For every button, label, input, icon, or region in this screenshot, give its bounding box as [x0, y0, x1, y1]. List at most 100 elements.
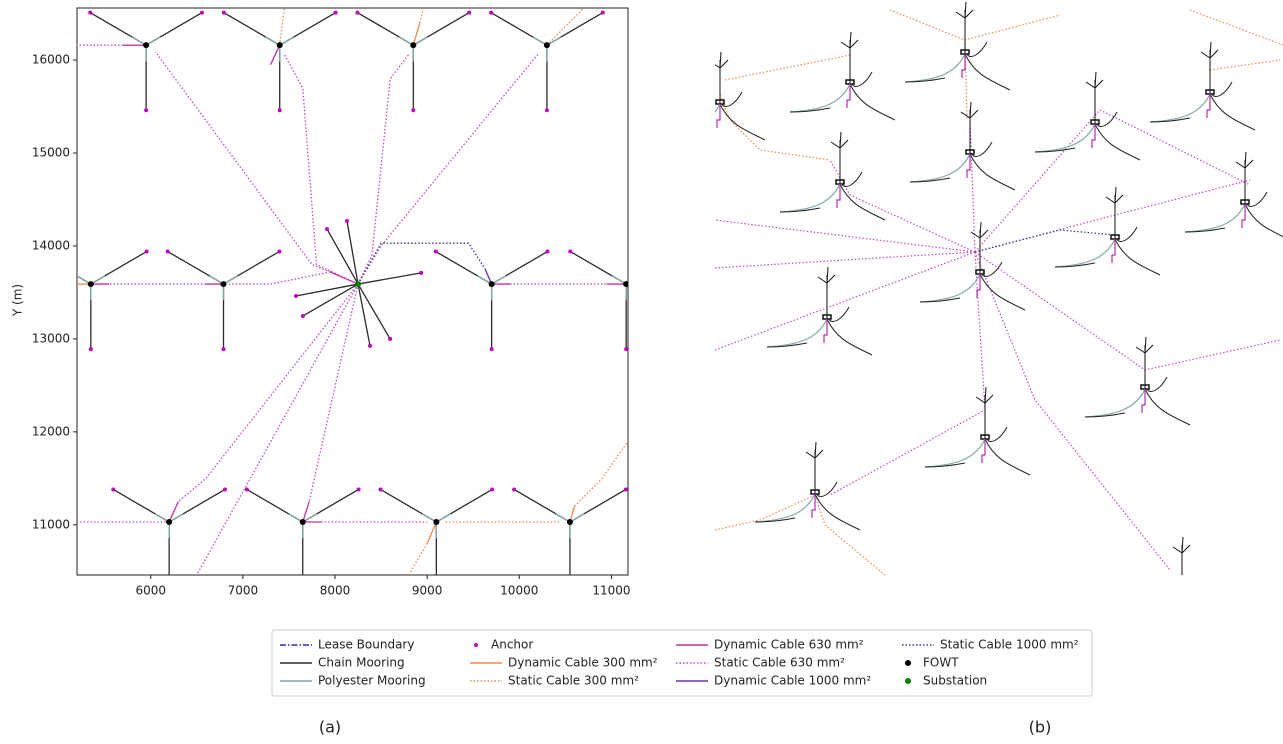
legend-label: Anchor — [491, 638, 533, 652]
cable-or-mooring — [177, 283, 359, 503]
point — [111, 487, 116, 492]
point — [221, 347, 226, 352]
point — [355, 10, 360, 15]
x-tick-label: 7000 — [228, 584, 259, 598]
point — [512, 487, 517, 492]
point — [167, 585, 171, 589]
point — [333, 10, 338, 15]
point — [545, 249, 550, 254]
cable-or-mooring — [302, 501, 310, 523]
cable-or-mooring — [625, 282, 628, 285]
point — [88, 10, 93, 15]
y-tick-label: 12000 — [32, 424, 70, 438]
point — [568, 249, 573, 254]
caption: (a) — [319, 718, 341, 737]
point — [143, 42, 150, 49]
point — [410, 42, 417, 49]
caption: (b) — [1029, 718, 1052, 737]
point — [411, 108, 416, 113]
cable-or-mooring — [168, 501, 179, 523]
point — [299, 519, 306, 526]
legend-label: Static Cable 630 mm² — [714, 656, 845, 670]
y-tick-label: 16000 — [32, 53, 70, 67]
point — [165, 249, 170, 254]
cable-or-mooring — [412, 22, 421, 46]
legend-label: Chain Mooring — [318, 656, 405, 670]
cable-or-mooring — [229, 271, 331, 285]
legend-marker — [905, 660, 911, 666]
cable-or-mooring — [357, 272, 422, 285]
x-tick-label: 8000 — [320, 584, 351, 598]
point — [368, 343, 373, 348]
legend-label: Polyester Mooring — [318, 674, 426, 688]
legend-marker — [474, 643, 478, 647]
point — [222, 487, 227, 492]
legend-label: Dynamic Cable 1000 mm² — [714, 674, 871, 688]
cable-or-mooring — [357, 283, 371, 346]
cable-or-mooring — [574, 440, 628, 507]
point — [378, 487, 383, 492]
cable-or-mooring — [279, 8, 285, 46]
point — [623, 487, 628, 492]
point — [568, 585, 572, 589]
legend-label: Dynamic Cable 300 mm² — [508, 656, 658, 670]
legend-label: FOWT — [923, 656, 959, 670]
point — [623, 281, 628, 288]
y-axis-label: Y (m) — [11, 284, 25, 317]
point — [277, 108, 282, 113]
x-tick-label: 9000 — [412, 584, 443, 598]
cable-or-mooring — [357, 54, 539, 285]
cable-or-mooring — [295, 283, 359, 297]
point — [433, 519, 440, 526]
point — [144, 249, 149, 254]
plot-frame — [76, 7, 629, 576]
point — [87, 281, 94, 288]
cable-or-mooring — [326, 228, 359, 285]
legend-label: Static Cable 300 mm² — [508, 674, 639, 688]
point — [244, 487, 249, 492]
point — [300, 313, 305, 318]
y-tick-label: 13000 — [32, 331, 70, 345]
legend-label: Lease Boundary — [318, 638, 414, 652]
point — [166, 519, 173, 526]
point — [489, 347, 494, 352]
point — [356, 487, 361, 492]
plot-area — [77, 8, 684, 589]
cable-or-mooring — [283, 54, 359, 285]
cable-or-mooring — [196, 283, 359, 575]
cable-or-mooring — [357, 242, 486, 285]
point — [419, 270, 424, 275]
point — [680, 250, 684, 254]
point — [277, 249, 282, 254]
x-tick-label: 6000 — [135, 584, 166, 598]
point — [388, 336, 393, 341]
legend-label: Substation — [923, 674, 987, 688]
point — [344, 218, 349, 223]
point — [600, 10, 605, 15]
cable-or-mooring — [302, 283, 359, 317]
legend-label: Static Cable 1000 mm² — [940, 638, 1079, 652]
point — [324, 226, 329, 231]
point — [144, 108, 149, 113]
point — [221, 10, 226, 15]
point — [355, 281, 362, 288]
point — [624, 347, 628, 352]
y-tick-label: 14000 — [32, 238, 70, 252]
point — [301, 585, 305, 589]
cable-or-mooring — [419, 8, 425, 24]
point — [276, 42, 283, 49]
cable-or-mooring — [269, 44, 281, 65]
point — [88, 347, 93, 352]
cable-or-mooring — [154, 51, 331, 273]
cable-or-mooring — [408, 543, 428, 575]
legend-label: Dynamic Cable 630 mm² — [714, 638, 864, 652]
y-tick-label: 15000 — [32, 146, 70, 160]
point — [433, 249, 438, 254]
point — [220, 281, 227, 288]
cable-or-mooring — [357, 283, 391, 340]
point — [488, 281, 495, 288]
point — [544, 108, 549, 113]
point — [543, 42, 550, 49]
cable-or-mooring — [346, 220, 359, 285]
